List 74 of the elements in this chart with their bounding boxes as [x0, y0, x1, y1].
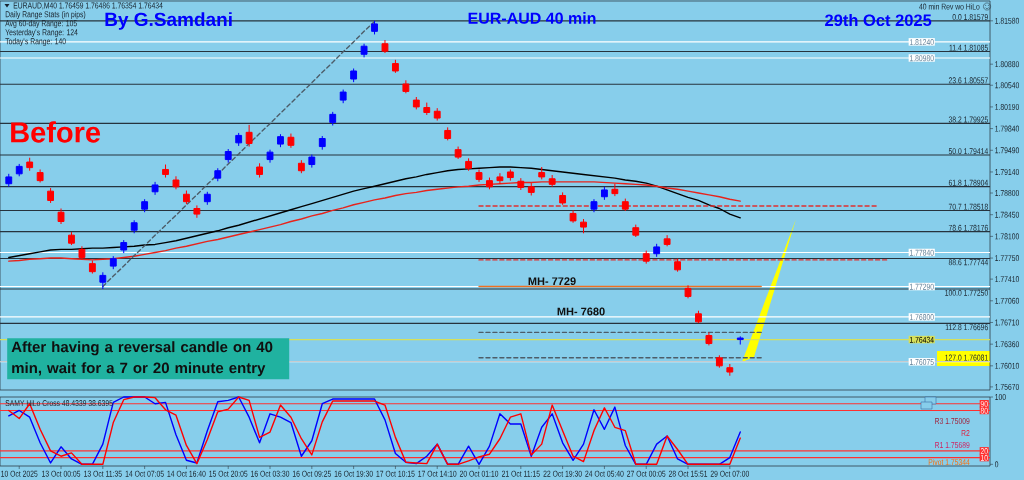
x-tick-label: 14 Oct 07:05	[125, 470, 164, 477]
x-tick-label: 16 Oct 19:30	[334, 470, 373, 477]
ref-line-label: 0.0 1.81579	[952, 14, 988, 21]
ref-line-label: 100.0 1.77250	[945, 289, 988, 296]
ref-line-label: 38.2 1.79925	[948, 116, 988, 123]
annotation: EURAUD,M40 1.76459 1.76486 1.76354 1.76434	[13, 2, 163, 10]
ref-line-label: 78.6 1.78176	[948, 224, 988, 231]
x-tick-label: 13 Oct 00:05	[42, 470, 81, 477]
y-tick-label: 1.81580	[995, 17, 1020, 24]
ref-line-label: 1.76075	[909, 359, 934, 366]
ref-line-label: 1.80980	[909, 55, 934, 62]
annotation: MH- 7729	[528, 277, 576, 286]
ref-line-label: 1.77290	[909, 283, 934, 290]
annotation: R1 1.75689	[935, 441, 970, 448]
y-tick-label: 1.76010	[995, 362, 1020, 369]
x-tick-label: 10 Oct 2025	[1, 470, 38, 477]
y-tick-label: 1.77410	[995, 276, 1020, 283]
text: R2	[961, 430, 970, 436]
ref-line-label: 80	[980, 407, 988, 414]
annotation: R3 1.75009	[935, 417, 970, 424]
y-tick-label: 1.76710	[995, 319, 1020, 326]
ref-line-label: 50.0 1.79414	[948, 148, 988, 155]
x-tick-label: 16 Oct 03:30	[251, 470, 290, 477]
x-tick-label: 15 Oct 20:05	[209, 470, 248, 477]
y-tick-label: 1.76360	[995, 341, 1020, 348]
y-tick-label: 0	[994, 461, 999, 468]
ref-line-label: 112.8 1.76696	[945, 324, 988, 331]
annotation: Avg 60-day Range: 105	[5, 20, 77, 28]
ref-line-label: 70.7 1.78518	[948, 203, 988, 210]
ref-line-label: 1.76800	[909, 314, 934, 321]
x-tick-label: 14 Oct 16:40	[167, 470, 206, 477]
ref-line-label: 90	[980, 400, 988, 407]
x-tick-label: 17 Oct 10:15	[376, 470, 415, 477]
ref-line-label: 1.76434	[909, 336, 934, 343]
ref-line-label: 23.6 1.80557	[948, 77, 988, 84]
ref-line-label: 10	[980, 454, 988, 461]
x-tick-label: 22 Oct 19:30	[543, 470, 582, 477]
x-tick-label: 21 Oct 11:15	[501, 470, 540, 477]
y-tick-label: 1.79490	[995, 147, 1020, 154]
y-tick-label: 1.75670	[995, 383, 1020, 390]
ref-line-label: 20	[980, 448, 988, 455]
y-tick-label: 1.77750	[995, 255, 1020, 262]
y-tick-label: 1.80190	[995, 103, 1020, 110]
x-tick-label: 29 Oct 07:00	[710, 470, 750, 477]
x-tick-label: 27 Oct 00:05	[627, 470, 666, 477]
y-tick-label: 1.80540	[995, 82, 1020, 89]
y-tick-label: 1.78450	[995, 211, 1020, 218]
ref-line-label: 1.77840	[909, 249, 934, 256]
annotation: After having a reversal candle on 40 min, wait for a 7 or 20 minute entry	[11, 341, 273, 377]
y-tick-label: 1.77060	[995, 297, 1020, 304]
ref-line-label: 127.0 1.76081	[945, 354, 988, 361]
x-tick-label: 13 Oct 11:35	[84, 470, 122, 477]
y-tick-label: 1.78800	[995, 190, 1020, 197]
ref-line-label: 61.8 1.78904	[948, 179, 988, 186]
x-tick-label: 16 Oct 09:25	[292, 470, 331, 477]
y-tick-label: 1.80880	[995, 61, 1020, 68]
annotation: Daily Range Stats (in pips)	[5, 11, 86, 19]
y-tick-label: 1.79840	[995, 125, 1020, 132]
x-tick-label: 20 Oct 01:10	[459, 470, 499, 477]
ref-line-label: 11.4 1.81085	[949, 44, 988, 51]
ref-line-label: 1.81240	[909, 39, 934, 46]
annotation: MH- 7680	[557, 307, 605, 316]
annotation: Yesterday's Range: 124	[5, 29, 78, 37]
x-tick-label: 28 Oct 15:51	[668, 470, 708, 477]
ref-line-label: 88.6 1.77744	[948, 259, 988, 266]
annotation: Today's Range: 140	[5, 38, 66, 46]
annotation: Before	[11, 121, 101, 143]
x-tick-label: 24 Oct 05:40	[585, 470, 624, 477]
annotation: Pivot 1.75344	[928, 458, 970, 466]
x-tick-label: 17 Oct 14:10	[418, 470, 457, 477]
annotation: 40 min Rev wo HiLo	[919, 3, 980, 10]
y-tick-label: 1.79140	[995, 168, 1020, 175]
y-tick-label: 1.78100	[995, 233, 1020, 240]
y-tick-label: 100	[995, 393, 1006, 400]
